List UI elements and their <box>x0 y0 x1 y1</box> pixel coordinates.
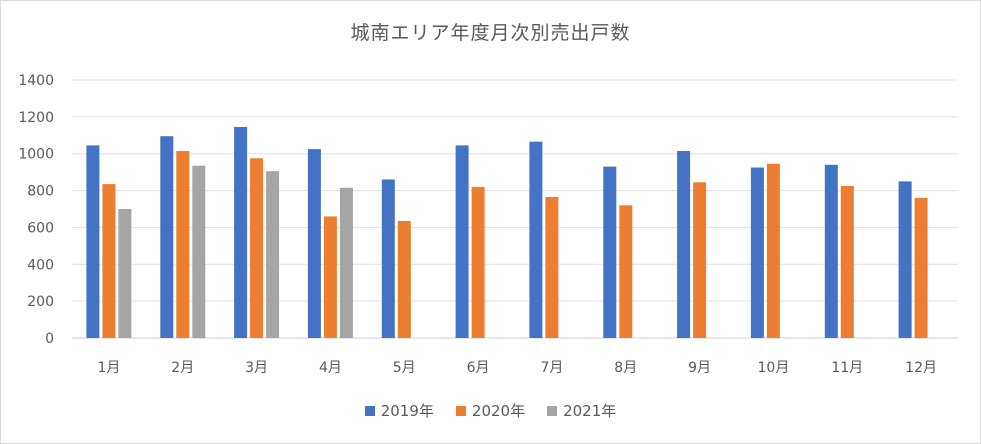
legend-item: 2020年 <box>455 400 526 421</box>
bar-2019年-12月 <box>898 181 912 338</box>
legend-label: 2021年 <box>563 402 617 420</box>
bar-2019年-10月 <box>750 167 764 338</box>
x-tick-label: 3月 <box>245 360 268 376</box>
y-axis-ticks: 0 200 400 600 800 1000 1200 1400 <box>18 73 54 347</box>
legend-label: 2019年 <box>380 402 434 420</box>
bar-2019年-11月 <box>824 164 838 338</box>
x-tick-label: 5月 <box>393 360 416 376</box>
bar-2020年-11月 <box>840 186 854 338</box>
bars <box>86 127 928 338</box>
bar-2019年-8月 <box>603 166 617 338</box>
y-tick-label: 1400 <box>18 73 54 89</box>
legend-item: 2021年 <box>547 400 616 421</box>
legend-swatch <box>547 405 558 416</box>
legend-swatch <box>455 405 466 416</box>
gridlines <box>72 79 958 339</box>
bar-2020年-2月 <box>176 151 190 338</box>
legend-item: 2019年 <box>364 400 434 421</box>
bar-2020年-5月 <box>397 221 411 338</box>
bar-2020年-10月 <box>766 163 780 338</box>
bar-2019年-6月 <box>455 145 469 338</box>
y-tick-label: 1200 <box>18 110 54 126</box>
y-tick-label: 800 <box>27 184 54 200</box>
chart-title: 城南エリア年度月次別売出戸数 <box>350 22 631 44</box>
bar-2020年-6月 <box>471 186 485 338</box>
bar-2020年-8月 <box>619 205 633 338</box>
y-tick-label: 1000 <box>18 147 54 163</box>
bar-2021年-2月 <box>192 165 206 338</box>
x-tick-label: 6月 <box>467 360 490 376</box>
bar-2020年-3月 <box>250 158 264 338</box>
x-tick-label: 4月 <box>319 360 342 376</box>
x-tick-label: 11月 <box>831 360 863 376</box>
x-axis-ticks: 1月 2月 3月 4月 5月 6月 7月 8月 9月 10月 11月 12月 <box>97 360 937 376</box>
bar-2020年-7月 <box>545 197 559 338</box>
x-tick-label: 2月 <box>171 360 194 376</box>
x-tick-label: 10月 <box>758 360 790 376</box>
bar-2020年-4月 <box>323 216 337 338</box>
x-tick-label: 1月 <box>97 360 120 376</box>
bar-2019年-3月 <box>234 127 248 338</box>
bar-2020年-12月 <box>914 197 928 338</box>
legend-label: 2020年 <box>471 402 526 420</box>
x-tick-label: 8月 <box>614 360 637 376</box>
bar-2020年-9月 <box>693 182 707 338</box>
y-tick-label: 200 <box>27 294 54 310</box>
y-tick-label: 0 <box>45 331 54 347</box>
bar-2019年-9月 <box>677 151 691 338</box>
bar-2020年-1月 <box>102 184 116 338</box>
y-tick-label: 400 <box>27 257 54 273</box>
bar-2019年-4月 <box>307 149 321 338</box>
legend-swatch <box>364 405 375 416</box>
x-tick-label: 7月 <box>540 360 563 376</box>
bar-2021年-4月 <box>339 187 353 338</box>
bar-2019年-7月 <box>529 141 543 338</box>
x-tick-label: 9月 <box>688 360 711 376</box>
bar-2019年-2月 <box>160 136 174 338</box>
bar-2019年-5月 <box>381 179 395 338</box>
x-tick-label: 12月 <box>905 360 937 376</box>
y-tick-label: 600 <box>27 220 54 236</box>
bar-2021年-1月 <box>118 209 132 338</box>
bar-2021年-3月 <box>266 171 280 338</box>
legend: 2019年 2020年 2021年 <box>0 400 981 421</box>
bar-2019年-1月 <box>86 145 100 338</box>
